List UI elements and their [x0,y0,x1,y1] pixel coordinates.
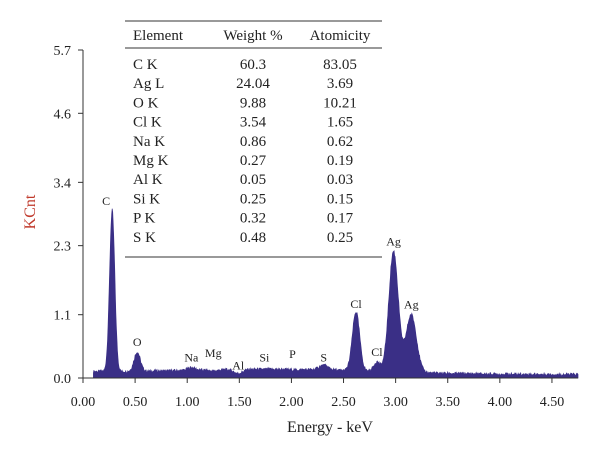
peak-label: S [320,350,327,364]
table-header-cell: Atomicity [310,28,371,44]
x-tick-label: 1.50 [227,395,252,410]
table-cell: C K [133,57,158,73]
peak-label: Ag [404,298,419,312]
x-tick-label: 2.50 [331,395,356,410]
y-tick-label: 1.1 [54,309,72,324]
x-tick-label: 4.00 [488,395,513,410]
peak-label: O [133,335,142,349]
x-tick-label: 4.50 [540,395,565,410]
table-cell: S K [133,230,156,246]
table-cell: 24.04 [236,76,270,92]
table-cell: Na K [133,134,165,150]
x-axis-title: Energy - keV [287,419,373,436]
table-cell: Mg K [133,153,169,169]
table-header-cell: Element [133,28,184,44]
table-cell: 0.27 [240,153,267,169]
table-cell: 0.19 [327,153,353,169]
table-cell: Si K [133,191,160,207]
y-tick-label: 5.7 [54,44,72,59]
peak-label: Mg [205,346,222,360]
table-cell: 1.65 [327,115,353,131]
x-tick-label: 2.00 [279,395,304,410]
y-tick-label: 0.0 [54,372,72,387]
table-cell: O K [133,95,159,111]
table-cell: 83.05 [323,57,357,73]
table-cell: 0.48 [240,230,266,246]
table-cell: 0.03 [327,172,353,188]
table-cell: 0.86 [240,134,267,150]
y-tick-label: 2.3 [54,240,72,255]
table-cell: Al K [133,172,163,188]
peak-label: P [289,347,296,361]
peak-label: Cl [371,345,383,359]
x-tick-label: 0.50 [123,395,148,410]
table-cell: 0.32 [240,211,266,227]
x-tick-label: 1.00 [175,395,200,410]
y-tick-label: 3.4 [54,176,72,191]
x-tick-label: 3.00 [383,395,408,410]
table-cell: P K [133,211,156,227]
table-cell: 0.17 [327,211,354,227]
spectrum-area [93,208,579,379]
table-cell: Cl K [133,115,162,131]
table-cell: 60.3 [240,57,266,73]
table-cell: Ag L [133,76,164,92]
table-cell: 0.05 [240,172,266,188]
table-cell: 0.25 [327,230,353,246]
peak-label: Cl [350,297,362,311]
table-cell: 3.54 [240,115,267,131]
table-cell: 3.69 [327,76,353,92]
peak-label: Na [184,351,199,365]
table-cell: 9.88 [240,95,266,111]
y-axis-title: KCnt [22,194,39,229]
table-cell: 0.25 [240,191,266,207]
table-cell: 0.62 [327,134,353,150]
peak-label: Al [232,358,245,372]
peak-label: Si [259,350,270,364]
table-header-cell: Weight % [223,28,282,44]
peak-label: C [102,194,110,208]
peak-label: Ag [386,234,401,248]
table-cell: 10.21 [323,95,357,111]
table-cell: 0.15 [327,191,353,207]
x-tick-label: 0.00 [71,395,96,410]
x-tick-label: 3.50 [435,395,460,410]
y-tick-label: 4.6 [54,107,72,122]
